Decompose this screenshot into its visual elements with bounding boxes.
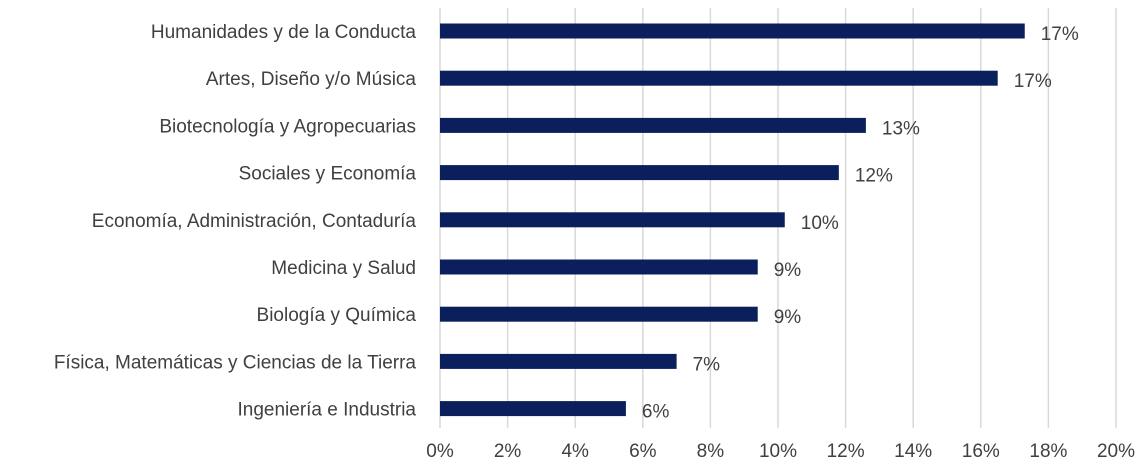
x-axis-tick-labels: 0% 2% 4% 6% 8% 10% 12% 14% 16% 18% 20% [426, 441, 1135, 462]
bar [440, 70, 998, 86]
x-tick-label: 6% [629, 441, 657, 462]
x-tick-label: 20% [1097, 441, 1135, 462]
data-labels: 17% 17% 13% 12% 10% 9% 9% 7% 6% [642, 24, 1079, 423]
bar [440, 165, 839, 181]
data-label: 12% [855, 166, 893, 187]
data-label: 7% [693, 354, 721, 375]
data-label: 10% [801, 213, 839, 234]
category-label: Artes, Diseño y/o Música [206, 69, 417, 90]
data-label: 9% [774, 260, 802, 281]
x-tick-label: 14% [894, 441, 932, 462]
x-tick-label: 4% [561, 441, 589, 462]
x-tick-label: 10% [759, 441, 797, 462]
category-label: Física, Matemáticas y Ciencias de la Tie… [54, 352, 417, 373]
category-label: Biología y Química [257, 305, 417, 326]
category-label: Ingeniería e Industria [237, 400, 416, 421]
data-label: 17% [1014, 71, 1052, 92]
x-tick-label: 2% [494, 441, 522, 462]
x-tick-label: 0% [426, 441, 454, 462]
bar [440, 212, 785, 228]
bar [440, 117, 866, 133]
data-label: 9% [774, 307, 802, 328]
category-label: Medicina y Salud [271, 258, 416, 279]
bar [440, 259, 758, 275]
category-label: Economía, Administración, Contaduría [92, 211, 417, 232]
x-tick-label: 8% [697, 441, 725, 462]
category-labels: Humanidades y de la Conducta Artes, Diseñ… [54, 22, 417, 421]
bar [440, 23, 1025, 39]
category-label: Biotecnología y Agropecuarias [159, 116, 416, 137]
x-tick-label: 12% [827, 441, 865, 462]
category-label: Sociales y Economía [239, 164, 417, 185]
x-tick-label: 16% [962, 441, 1000, 462]
data-label: 17% [1041, 24, 1079, 45]
bars [440, 23, 1025, 417]
bar [440, 306, 758, 322]
x-tick-label: 18% [1029, 441, 1067, 462]
category-label: Humanidades y de la Conducta [151, 22, 417, 43]
bar [440, 401, 626, 417]
bar [440, 353, 677, 369]
data-label: 13% [882, 118, 920, 139]
data-label: 6% [642, 402, 670, 423]
